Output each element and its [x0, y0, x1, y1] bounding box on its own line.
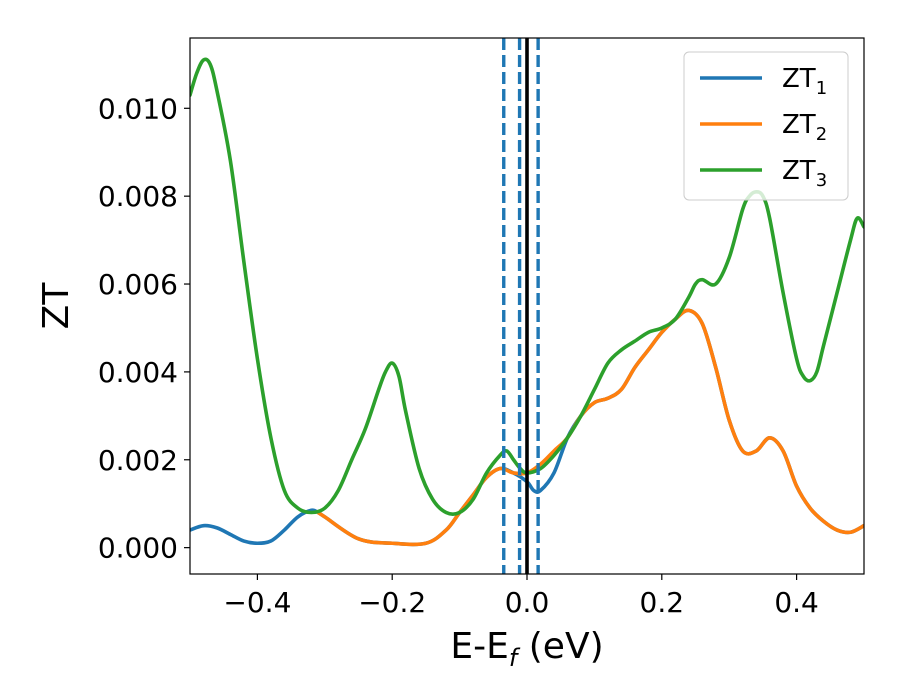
x-tick-label: 0.0 — [505, 586, 550, 619]
x-axis-label: E-Ef (eV) — [450, 626, 603, 672]
x-tick-label: 0.2 — [640, 586, 685, 619]
y-axis-label: ZT — [36, 282, 77, 330]
y-tick-label: 0.002 — [98, 444, 178, 477]
y-tick-label: 0.000 — [98, 532, 178, 565]
y-tick-label: 0.004 — [98, 356, 178, 389]
y-axis: 0.000 0.002 0.004 0.006 0.008 0.010 — [98, 92, 190, 565]
legend-box — [683, 51, 849, 201]
legend-label-zt1: ZT1 — [782, 64, 827, 99]
x-tick-label: 0.4 — [774, 586, 819, 619]
x-axis: −0.4 −0.2 0.0 0.2 0.4 — [223, 574, 819, 619]
legend: ZT1 ZT2 ZT3 — [683, 51, 849, 201]
legend-label-zt2: ZT2 — [782, 110, 827, 145]
vline-layer — [502, 38, 540, 574]
legend-label-zt3: ZT3 — [782, 156, 827, 191]
y-tick-label: 0.010 — [98, 92, 178, 125]
x-tick-label: −0.4 — [223, 586, 291, 619]
series-line-zt2 — [316, 308, 864, 547]
x-tick-label: −0.2 — [358, 586, 426, 619]
y-tick-label: 0.008 — [98, 180, 178, 213]
y-tick-label: 0.006 — [98, 268, 178, 301]
